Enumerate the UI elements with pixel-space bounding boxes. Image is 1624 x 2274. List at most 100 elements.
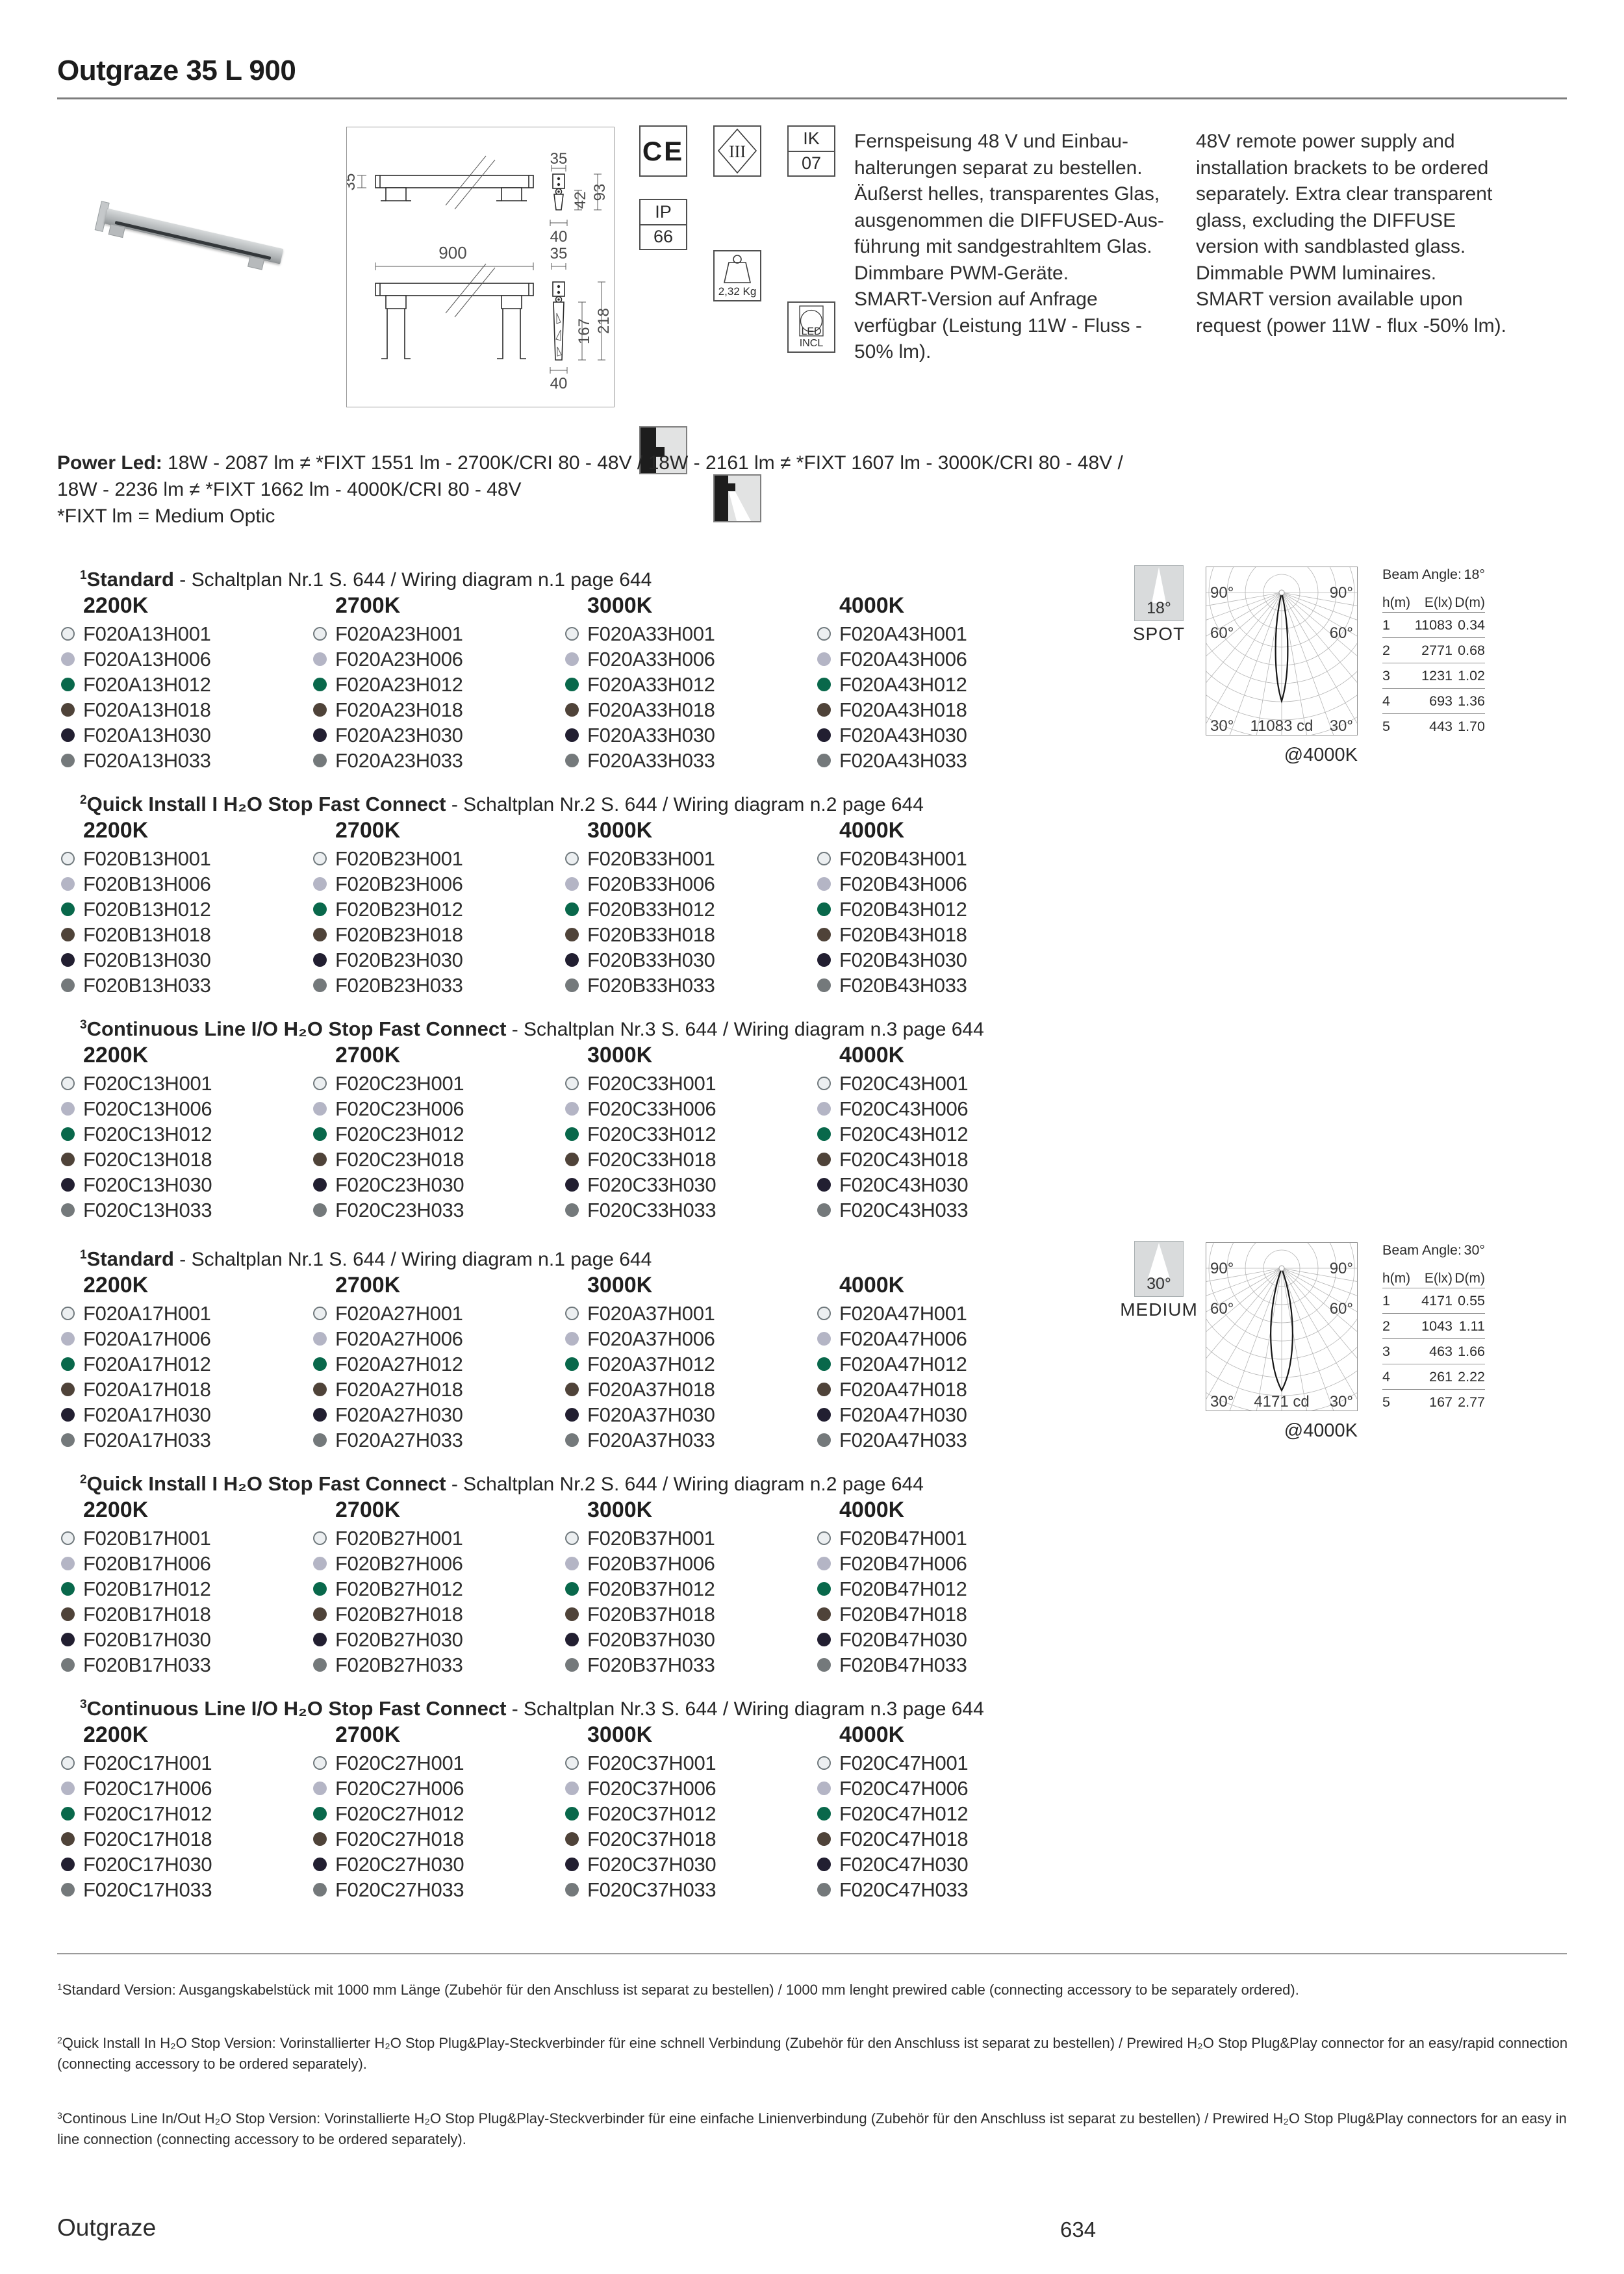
finish-dot: [817, 953, 831, 967]
product-code: F020B17H033: [83, 1653, 211, 1676]
ring-label: 60°: [1210, 624, 1234, 642]
finish-dot: [61, 1807, 75, 1820]
product-code: F020C27H018: [335, 1827, 464, 1850]
dimension-drawing: 35 35 42 93 40 900 35: [346, 127, 615, 407]
product-row: F020B27H033: [313, 1652, 560, 1678]
product-code: F020A33H030: [587, 723, 715, 747]
product-code: F020C43H006: [839, 1097, 969, 1120]
finish-dot: [61, 1383, 75, 1396]
product-row: F020C43H018: [817, 1147, 1064, 1172]
illuminance-row: 1 11083 0.34: [1382, 613, 1485, 638]
product-code: F020B37H033: [587, 1653, 715, 1676]
ring-label: 90°: [1210, 584, 1234, 602]
product-row: F020A17H018: [61, 1377, 308, 1402]
polar-grid-ray: [1206, 592, 1282, 683]
temperature-header: 2200K: [83, 1043, 149, 1067]
temperature-header: 4000K: [839, 1273, 905, 1297]
finish-dot: [817, 1127, 831, 1141]
footnote-3: 3Continous Line In/Out H₂O Stop Version:…: [57, 2110, 1567, 2147]
temperature-column: 3000K F020C37H001 F020C37H006 F020C37H012 F0…: [565, 1722, 812, 1902]
temperature-header: 2200K: [83, 1273, 149, 1297]
product-code: F020B27H001: [335, 1526, 463, 1550]
illuminance-row: 2 2771 0.68: [1382, 638, 1485, 663]
product-row: F020C13H006: [61, 1096, 308, 1121]
product-code: F020A27H030: [335, 1403, 463, 1426]
product-row: F020B33H006: [565, 871, 812, 897]
dim-end-width-top: 35: [550, 150, 568, 168]
product-code: F020A47H018: [839, 1377, 967, 1401]
product-code: F020B17H012: [83, 1577, 211, 1600]
product-code: F020C37H001: [587, 1751, 717, 1774]
product-code: F020A37H012: [587, 1352, 715, 1375]
illuminance-cell: 2: [1382, 643, 1390, 658]
product-row: F020B13H018: [61, 922, 308, 947]
product-code: F020A17H030: [83, 1403, 211, 1426]
product-row: F020B23H018: [313, 922, 560, 947]
polar-grid-ray: [1206, 1268, 1282, 1296]
finish-dot: [565, 1408, 579, 1422]
polar-center-hub: [1278, 589, 1285, 596]
product-code: F020A17H018: [83, 1377, 211, 1401]
beam-angle-label: Beam Angle:: [1382, 1242, 1462, 1258]
product-code: F020C23H001: [335, 1071, 464, 1095]
product-code: F020C47H001: [839, 1751, 969, 1774]
finish-dot: [565, 627, 579, 641]
temperature-column: 3000K F020B33H001 F020B33H006 F020B33H012 F0…: [565, 817, 812, 998]
beam-angle-value: 18°: [1464, 567, 1485, 582]
ring-label: 30°: [1210, 717, 1234, 735]
product-code: F020A33H012: [587, 672, 715, 696]
product-row: F020B27H030: [313, 1627, 560, 1652]
product-code: F020B17H006: [83, 1552, 211, 1575]
beam-angle-icon: 18°: [1134, 565, 1184, 621]
finish-dot: [61, 1077, 75, 1090]
product-row: F020B23H030: [313, 947, 560, 973]
product-row: F020C43H030: [817, 1172, 1064, 1197]
polar-grid-ray: [1206, 1268, 1282, 1359]
temperature-column: 3000K F020B37H001 F020B37H006 F020B37H012 F0…: [565, 1497, 812, 1678]
beam-angle-row: Beam Angle: 30°: [1382, 1242, 1485, 1258]
weight-icon: 2,32 Kg: [713, 250, 761, 301]
temperature-header: 2200K: [83, 1498, 149, 1522]
product-code: F020B33H012: [587, 897, 715, 921]
product-code: F020C17H018: [83, 1827, 212, 1850]
section-title: Standard: [86, 568, 174, 591]
temperature-header: 2700K: [335, 1722, 401, 1747]
product-code: F020B23H006: [335, 872, 463, 895]
product-row: F020B23H012: [313, 897, 560, 922]
finish-dot: [817, 1178, 831, 1192]
product-row: F020C23H033: [313, 1197, 560, 1223]
polar-grid-ray: [1281, 1268, 1357, 1312]
product-code: F020C33H006: [587, 1097, 717, 1120]
beam-angle-value: 30°: [1464, 1242, 1485, 1258]
footnote-2: 2Quick Install In H₂O Stop Version: Vori…: [57, 2035, 1568, 2072]
finish-dot: [313, 1531, 327, 1545]
product-code: F020C27H033: [335, 1878, 464, 1901]
product-code: F020A27H033: [335, 1428, 463, 1451]
ring-label: 30°: [1210, 1393, 1234, 1411]
illuminance-cell: 3: [1382, 1344, 1390, 1359]
temperature-column: 2200K F020B13H001 F020B13H006 F020B13H012 F0…: [61, 817, 308, 998]
section-heading: 1Standard - Schaltplan Nr.1 S. 644 / Wir…: [80, 1244, 1110, 1271]
section-footnote-ref: 1: [80, 568, 87, 582]
product-code: F020B27H033: [335, 1653, 463, 1676]
optic-label: MEDIUM: [1120, 1299, 1198, 1320]
polar-grid-ray: [1229, 1268, 1282, 1411]
product-code: F020A13H006: [83, 647, 211, 671]
illuminance-cell: 11083: [1414, 617, 1453, 633]
section-footnote-ref: 2: [80, 793, 87, 807]
product-code: F020C37H018: [587, 1827, 717, 1850]
product-row: F020A47H033: [817, 1427, 1064, 1453]
finish-dot: [565, 1383, 579, 1396]
product-row: F020A17H033: [61, 1427, 308, 1453]
temperature-header: 3000K: [587, 1722, 653, 1747]
section-heading: 2Quick Install I H₂O Stop Fast Connect -…: [80, 1468, 1110, 1496]
polar-grid-ray: [1229, 592, 1282, 735]
product-row: F020C47H033: [817, 1877, 1064, 1902]
product-code: F020A37H030: [587, 1403, 715, 1426]
polar-grid-ray: [1281, 592, 1357, 656]
product-row: F020A37H018: [565, 1377, 812, 1402]
finish-dot: [817, 877, 831, 891]
finish-dot: [61, 1658, 75, 1672]
product-section: 1Standard - Schaltplan Nr.1 S. 644 / Wir…: [57, 1244, 1110, 1458]
